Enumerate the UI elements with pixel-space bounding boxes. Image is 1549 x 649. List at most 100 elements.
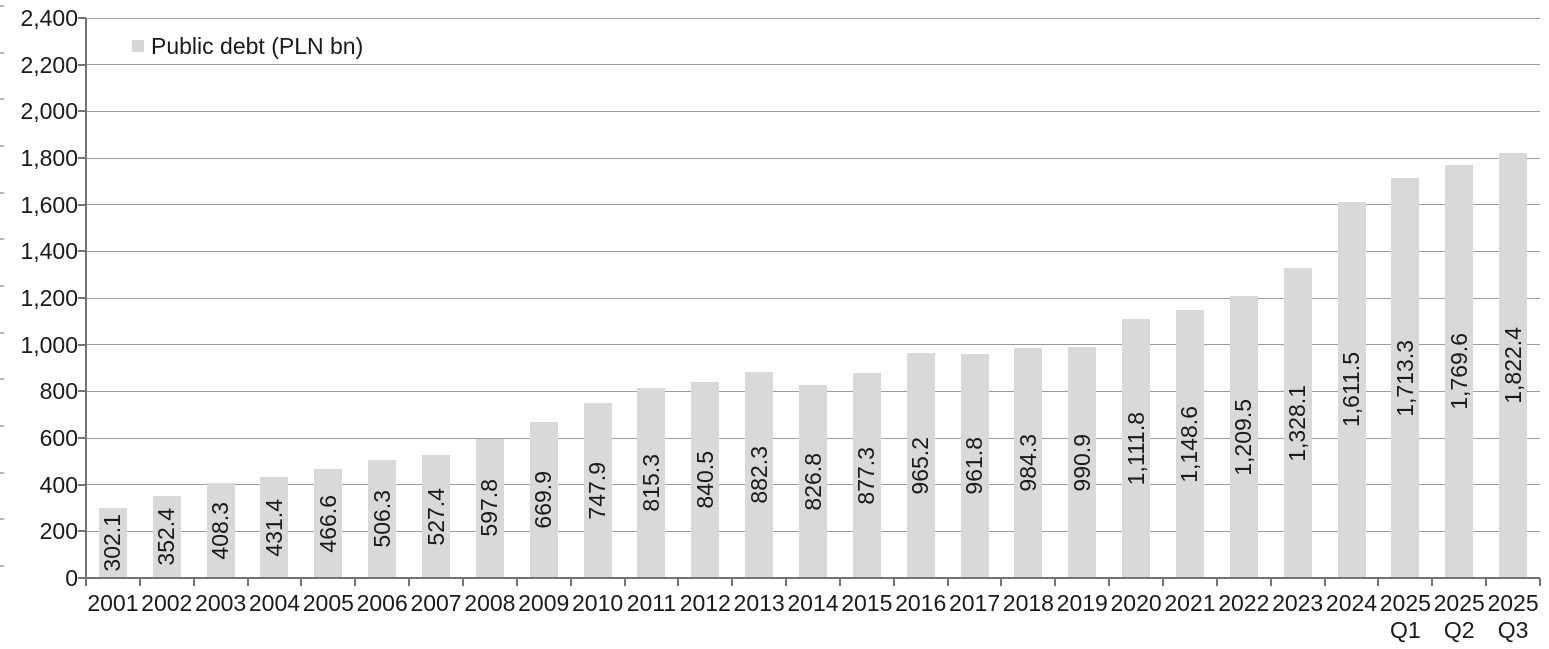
bar-value-wrap: 882.3 — [745, 372, 773, 578]
x-axis-label: 2002 — [141, 590, 193, 616]
y-axis-label: 400 — [39, 471, 78, 498]
y-axis-label: 2,400 — [20, 5, 78, 31]
x-axis-label: 2023 — [1272, 590, 1324, 616]
x-axis-label: 2009 — [518, 590, 570, 616]
x-axis-tick — [623, 578, 626, 586]
x-axis-tick — [85, 578, 87, 586]
x-axis-label: 2001 — [87, 590, 139, 616]
x-axis-label: 2025 Q2 — [1433, 590, 1485, 643]
x-axis-label: 2004 — [248, 590, 301, 616]
left-edge-tick — [0, 98, 4, 101]
x-axis-label: 2025 Q3 — [1487, 590, 1539, 643]
y-gridline — [86, 297, 1540, 299]
x-axis-tick — [785, 578, 788, 586]
x-axis-tick — [1377, 578, 1380, 586]
bar-value-wrap: 990.9 — [1068, 347, 1096, 578]
bar — [583, 403, 612, 578]
x-axis-label: 2012 — [679, 590, 731, 616]
bar-value-label: 1,209.5 — [1230, 398, 1257, 476]
x-axis-label: 2015 — [841, 590, 893, 616]
bar-value-label: 1,713.3 — [1391, 339, 1418, 417]
y-axis-line — [85, 18, 87, 580]
x-axis-label: 2018 — [1002, 590, 1054, 616]
bar-value-wrap: 1,769.6 — [1445, 165, 1473, 578]
x-axis-tick — [1108, 578, 1111, 586]
bar — [799, 385, 827, 578]
bar — [745, 372, 774, 578]
bar-value-wrap: 506.3 — [368, 460, 396, 578]
bar — [1499, 152, 1528, 578]
bar — [422, 454, 451, 578]
x-axis-line — [86, 577, 1540, 579]
bar-value-wrap: 815.3 — [637, 388, 665, 578]
y-axis-label: 2,200 — [20, 51, 78, 78]
x-axis-label: 2021 — [1164, 590, 1216, 616]
x-axis-label: 2003 — [195, 590, 247, 616]
left-edge-tick — [0, 238, 4, 241]
bar-value-label: 1,822.4 — [1499, 327, 1526, 404]
x-axis-label: 2019 — [1056, 590, 1108, 616]
bar-value-wrap: 527.4 — [422, 455, 450, 578]
bar-value-label: 1,328.1 — [1284, 384, 1311, 462]
y-gridline — [86, 17, 1540, 19]
bar — [906, 352, 935, 578]
x-axis-tick — [1539, 578, 1541, 586]
x-axis-tick — [300, 578, 303, 586]
bar-value-label: 990.9 — [1068, 433, 1095, 492]
x-axis-tick — [1269, 578, 1272, 586]
x-axis-tick — [838, 578, 841, 586]
y-axis-tick — [78, 63, 86, 66]
y-axis-label: 1,600 — [20, 191, 78, 218]
bar-value-wrap: 408.3 — [207, 483, 235, 578]
y-axis-label: 1,000 — [20, 331, 78, 358]
y-axis-tick — [78, 343, 86, 346]
bar-value-wrap: 466.6 — [314, 469, 342, 578]
x-axis-label: 2022 — [1218, 590, 1270, 616]
bar-value-label: 747.9 — [584, 461, 611, 520]
bar-value-label: 527.4 — [422, 487, 449, 546]
left-edge-tick — [0, 425, 4, 427]
bar-value-label: 877.3 — [853, 446, 880, 505]
x-axis-tick — [1000, 578, 1003, 586]
x-axis-tick — [946, 578, 949, 586]
x-axis-tick — [1323, 578, 1326, 586]
left-edge-tick — [0, 5, 4, 7]
x-axis-tick — [569, 578, 572, 586]
bar-value-label: 1,769.6 — [1445, 333, 1472, 410]
left-edge-tick — [0, 331, 4, 334]
left-edge-tick — [0, 285, 4, 287]
y-gridline — [86, 157, 1540, 159]
bar-value-wrap: 1,328.1 — [1284, 268, 1312, 578]
y-axis-label: 600 — [39, 425, 78, 451]
bar-value-label: 597.8 — [476, 479, 503, 538]
bar-value-label: 984.3 — [1014, 434, 1041, 492]
bar — [1391, 178, 1420, 578]
bar-value-label: 408.3 — [207, 501, 234, 560]
x-axis-label: 2006 — [356, 590, 408, 616]
bar-value-label: 1,611.5 — [1338, 352, 1365, 428]
bar-value-wrap: 1,148.6 — [1176, 310, 1204, 578]
left-edge-tick — [0, 471, 4, 474]
y-axis-tick — [78, 297, 86, 299]
bar-value-label: 669.9 — [530, 471, 557, 529]
x-axis-tick — [1215, 578, 1218, 586]
bar — [475, 438, 504, 578]
bar — [368, 459, 397, 578]
bar-value-wrap: 1,713.3 — [1391, 178, 1419, 578]
bar-value-wrap: 1,822.4 — [1499, 153, 1527, 578]
bar — [152, 495, 181, 578]
bar-value-wrap: 984.3 — [1014, 348, 1042, 578]
left-edge-tick — [0, 191, 4, 194]
bar-value-wrap: 431.4 — [260, 477, 288, 578]
y-axis-tick — [78, 110, 86, 113]
bar — [529, 421, 558, 578]
left-edge-tick — [0, 518, 4, 521]
bar — [852, 373, 881, 578]
y-axis-label: 1,800 — [20, 145, 78, 171]
bar-value-wrap: 302.1 — [99, 508, 127, 578]
y-gridline — [86, 110, 1540, 112]
bar — [1068, 346, 1097, 578]
legend-label: Public debt (PLN bn) — [151, 32, 364, 59]
x-axis-label: 2013 — [733, 590, 785, 616]
bar-value-wrap: 669.9 — [530, 422, 558, 578]
